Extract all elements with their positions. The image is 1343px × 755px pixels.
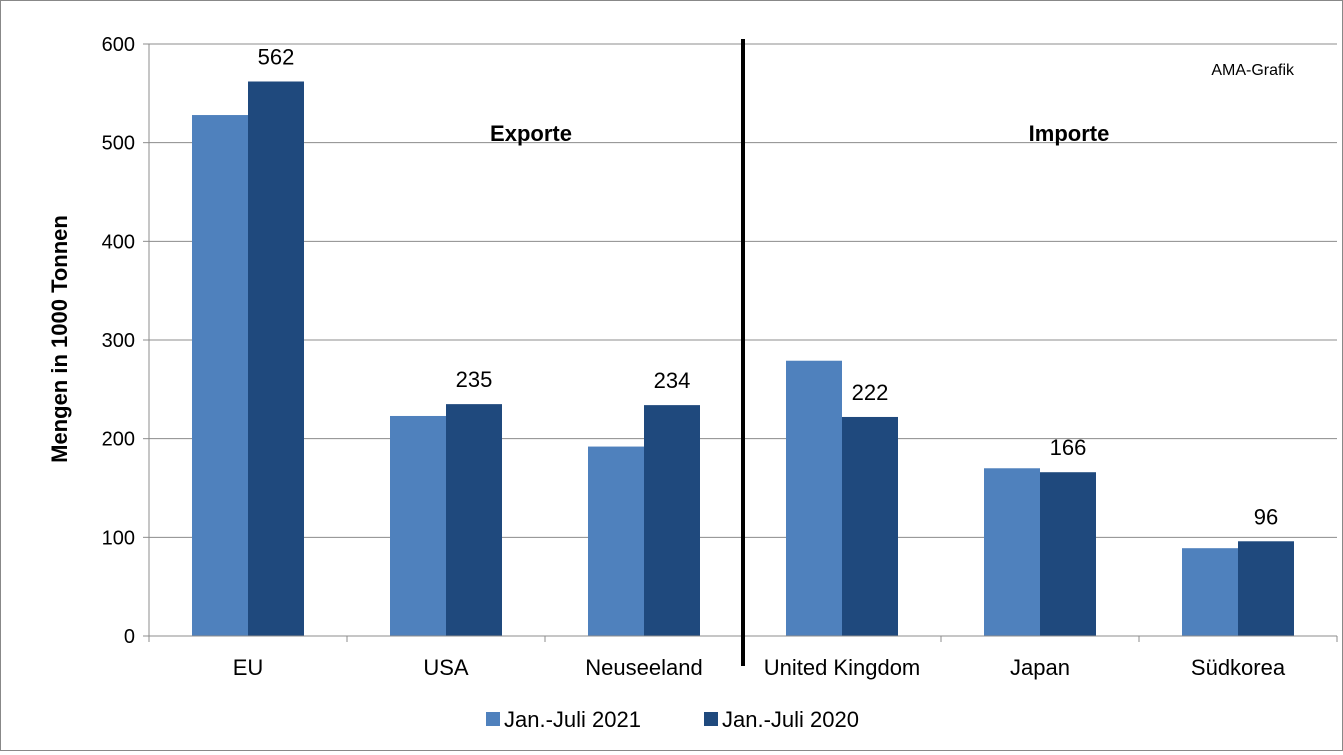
y-tick-label: 200 [102, 429, 135, 451]
section-label-importe: Importe [1029, 121, 1110, 146]
bar-2020 [248, 81, 304, 636]
bar-2021 [588, 446, 644, 636]
y-tick-label: 600 [102, 34, 135, 56]
credit-text: AMA-Grafik [1211, 62, 1295, 79]
y-tick-label: 500 [102, 133, 135, 155]
bar-2021 [390, 415, 446, 636]
category-label: USA [423, 655, 469, 680]
bar-2021 [1182, 548, 1238, 636]
y-tick-label: 300 [102, 330, 135, 352]
y-axis-title: Mengen in 1000 Tonnen [47, 215, 72, 463]
data-label: 235 [456, 367, 493, 392]
bar-2021 [984, 468, 1040, 636]
bar-2021 [786, 360, 842, 636]
data-label: 234 [654, 368, 691, 393]
section-label-exporte: Exporte [490, 121, 572, 146]
data-label: 166 [1050, 435, 1087, 460]
axes [143, 39, 1338, 666]
labels: 0 100 200 300 400 500 600 562 EU 235 USA 234 Neuseel… [102, 34, 1286, 680]
data-label: 96 [1254, 504, 1278, 529]
category-label: United Kingdom [764, 655, 921, 680]
category-label: Südkorea [1191, 655, 1286, 680]
category-label: EU [233, 655, 264, 680]
bar-2020 [1238, 541, 1294, 636]
bar-2020 [644, 405, 700, 636]
legend-swatch-2021 [486, 712, 500, 726]
legend: Jan.-Juli 2021 Jan.-Juli 2020 [486, 707, 859, 732]
legend-label-2020: Jan.-Juli 2020 [722, 707, 859, 732]
legend-swatch-2020 [704, 712, 718, 726]
data-label: 222 [852, 380, 889, 405]
bar-2020 [1040, 472, 1096, 636]
y-tick-label: 400 [102, 231, 135, 253]
y-tick-label: 100 [102, 527, 135, 549]
category-label: Japan [1010, 655, 1070, 680]
category-label: Neuseeland [585, 655, 702, 680]
bar-2021 [192, 115, 248, 637]
bar-2020 [842, 416, 898, 636]
bar-2020 [446, 404, 502, 636]
data-label: 562 [258, 44, 295, 69]
legend-label-2021: Jan.-Juli 2021 [504, 707, 641, 732]
y-tick-label: 0 [124, 626, 135, 648]
bars [192, 81, 1294, 637]
